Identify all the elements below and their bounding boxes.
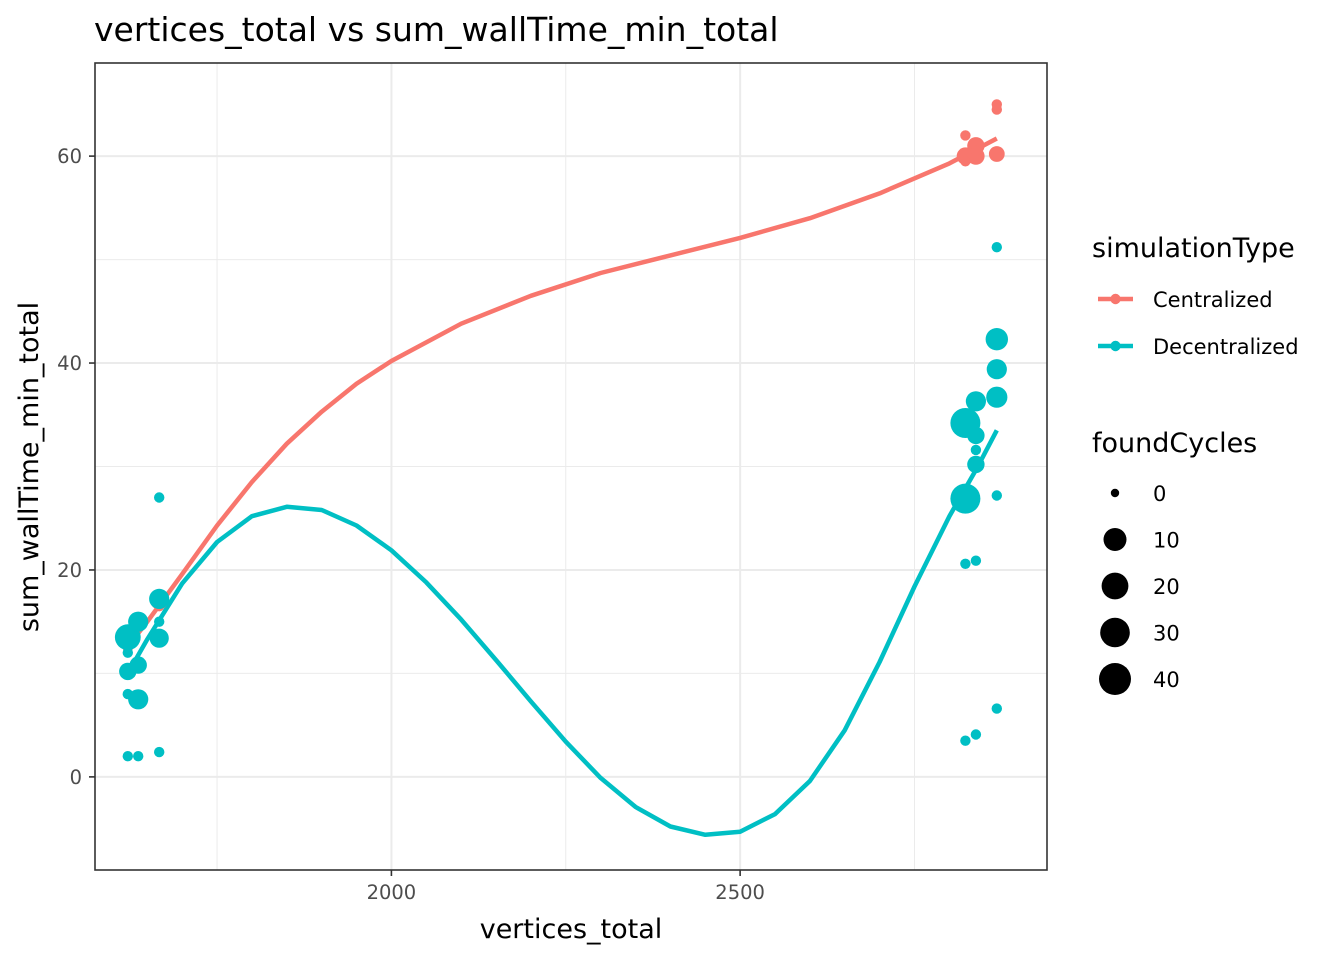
data-point-decentralized <box>967 455 985 474</box>
size-legend-key <box>1110 488 1120 498</box>
data-point-decentralized <box>991 490 1002 501</box>
data-point-decentralized <box>970 444 982 456</box>
data-point-decentralized <box>991 703 1002 714</box>
points <box>114 99 1008 762</box>
smooth-line-decentralized <box>125 429 999 838</box>
data-point-decentralized <box>122 647 133 658</box>
y-tick-label: 60 <box>57 145 82 168</box>
data-point-decentralized <box>960 735 971 746</box>
data-point-decentralized <box>986 386 1008 408</box>
data-point-decentralized <box>985 328 1008 351</box>
legend-key-point <box>1110 293 1121 305</box>
x-axis-title: vertices_total <box>480 914 663 945</box>
legend: simulationType CentralizedDecentralized … <box>1092 233 1299 695</box>
chart-title: vertices_total vs sum_wallTime_min_total <box>94 10 779 49</box>
size-legend-label: 30 <box>1153 622 1180 646</box>
size-legend-label: 10 <box>1153 529 1180 553</box>
data-point-decentralized <box>970 555 982 566</box>
data-point-decentralized <box>965 391 987 412</box>
axes: 2000 2500 0 20 40 60 <box>57 145 765 904</box>
data-point-decentralized <box>950 483 981 514</box>
data-point-decentralized <box>986 359 1007 380</box>
smooth-line-centralized <box>126 136 998 648</box>
smooth-lines <box>125 136 999 838</box>
data-point-centralized <box>960 130 971 141</box>
legend-label: Decentralized <box>1153 335 1299 359</box>
color-legend-entries: Centralized Decentralized <box>1098 288 1299 359</box>
legend-label: Centralized <box>1153 288 1273 312</box>
legend-key-point <box>1110 340 1121 352</box>
size-legend-entries: 0 10 20 30 40 <box>1099 482 1180 695</box>
data-point-decentralized <box>122 688 133 700</box>
size-legend-key <box>1100 617 1130 648</box>
y-tick-label: 0 <box>70 766 82 789</box>
data-point-centralized <box>960 156 971 167</box>
data-point-decentralized <box>133 751 144 762</box>
size-legend-key <box>1099 663 1131 695</box>
data-point-decentralized <box>154 492 165 503</box>
y-tick-label: 20 <box>57 559 82 582</box>
data-point-decentralized <box>122 751 133 762</box>
data-point-centralized <box>988 146 1005 162</box>
data-point-decentralized <box>970 729 982 740</box>
size-legend-label: 0 <box>1153 482 1166 506</box>
size-legend-label: 20 <box>1153 575 1180 599</box>
data-point-decentralized <box>154 746 165 758</box>
size-legend-key <box>1103 528 1127 551</box>
size-legend-title: foundCycles <box>1092 428 1257 459</box>
data-point-centralized <box>991 104 1002 115</box>
data-point-centralized <box>970 145 982 157</box>
data-point-decentralized <box>967 426 985 445</box>
x-tick-label: 2500 <box>715 881 765 904</box>
size-legend-label: 40 <box>1153 668 1180 692</box>
data-point-decentralized <box>154 616 165 627</box>
grid <box>95 63 1047 870</box>
size-legend-key <box>1101 572 1129 600</box>
color-legend-title: simulationType <box>1092 233 1295 264</box>
data-point-decentralized <box>991 242 1002 253</box>
data-point-decentralized <box>149 588 170 610</box>
data-point-decentralized <box>960 558 971 569</box>
data-point-decentralized <box>128 689 149 710</box>
y-axis-title: sum_wallTime_min_total <box>14 302 45 632</box>
data-point-decentralized <box>129 656 147 674</box>
data-point-decentralized <box>149 628 169 648</box>
x-tick-label: 2000 <box>367 881 417 904</box>
panel-border <box>94 62 1048 871</box>
data-point-decentralized <box>128 611 149 632</box>
y-tick-label: 40 <box>57 352 82 375</box>
